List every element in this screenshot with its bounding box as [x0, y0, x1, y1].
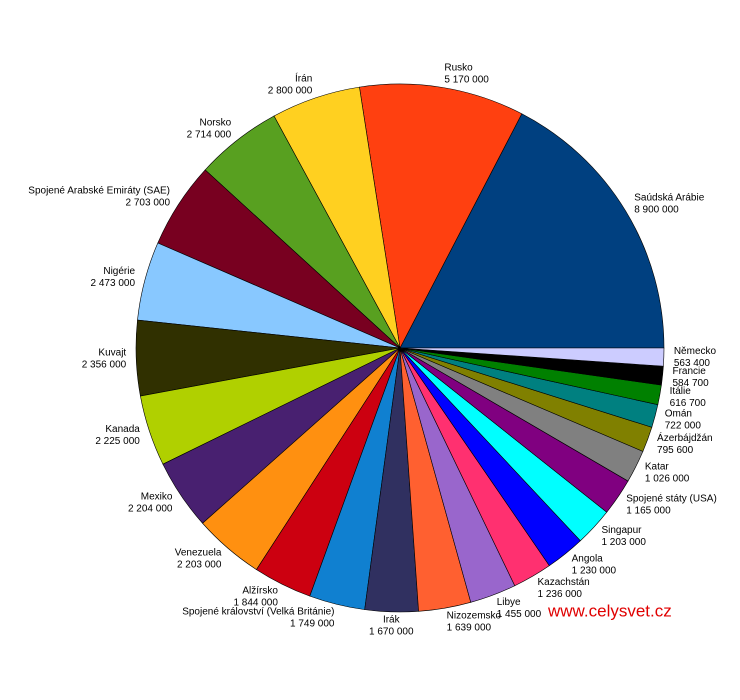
pie-slice	[399, 347, 665, 367]
slice-label: Singapur	[601, 525, 642, 536]
slice-label: Katar	[645, 461, 670, 472]
slice-label: Irák	[383, 614, 401, 625]
slice-label: Spojené Arabské Emiráty (SAE)	[28, 186, 170, 197]
value-label: 2 800 000	[268, 85, 313, 96]
value-label: 2 203 000	[177, 560, 222, 571]
slice-label: Ázerbájdžán	[657, 431, 713, 444]
value-label: 795 600	[657, 445, 694, 456]
watermark: www.celysvet.cz	[547, 601, 672, 620]
slice-label: Libye	[497, 597, 521, 608]
value-label: 1 749 000	[290, 619, 335, 630]
value-label: 1 670 000	[369, 626, 414, 637]
slice-label: Nigérie	[103, 266, 135, 277]
value-label: 1 455 000	[497, 609, 542, 620]
value-label: 2 204 000	[128, 504, 173, 515]
slice-label: Írán	[295, 71, 312, 84]
slice-label: Mexiko	[141, 492, 173, 503]
slice-label: Nizozemsko	[447, 611, 502, 622]
value-label: 584 700	[672, 378, 709, 389]
value-label: 1 230 000	[572, 565, 617, 576]
value-label: 5 170 000	[444, 74, 489, 85]
value-label: 1 844 000	[233, 598, 278, 609]
slice-label: Francie	[672, 366, 706, 377]
slice-label: Kazachstán	[537, 577, 589, 588]
value-label: 563 400	[674, 358, 711, 369]
slice-label: Saúdská Arábie	[634, 192, 704, 203]
value-label: 2 714 000	[187, 130, 232, 141]
value-label: 8 900 000	[634, 204, 679, 215]
value-label: 2 473 000	[91, 278, 136, 289]
slice-label: Německo	[674, 346, 717, 357]
value-label: 1 639 000	[447, 623, 492, 634]
value-label: 1 236 000	[537, 589, 582, 600]
slice-label: Kanada	[105, 424, 140, 435]
value-label: 1 026 000	[645, 473, 690, 484]
value-label: 1 165 000	[626, 506, 671, 517]
slice-label: Spojené království (Velká Británie)	[182, 607, 334, 618]
slice-label: Angola	[572, 553, 604, 564]
slice-label: Alžírsko	[242, 586, 278, 597]
value-label: 2 225 000	[95, 436, 140, 447]
slice-label: Kuvajt	[98, 347, 126, 358]
value-label: 1 203 000	[601, 537, 646, 548]
slice-label: Omán	[665, 408, 692, 419]
pie-slice	[359, 83, 523, 349]
value-label: 616 700	[670, 398, 707, 409]
pie-slice	[399, 113, 665, 349]
slice-label: Itálie	[670, 386, 692, 397]
value-label: 722 000	[665, 420, 702, 431]
slice-label: Spojené státy (USA)	[626, 494, 717, 505]
value-label: 2 356 000	[82, 359, 127, 370]
slice-label: Norsko	[199, 118, 231, 129]
value-label: 2 703 000	[126, 198, 171, 209]
slice-label: Venezuela	[175, 548, 222, 559]
slice-label: Rusko	[444, 62, 473, 73]
